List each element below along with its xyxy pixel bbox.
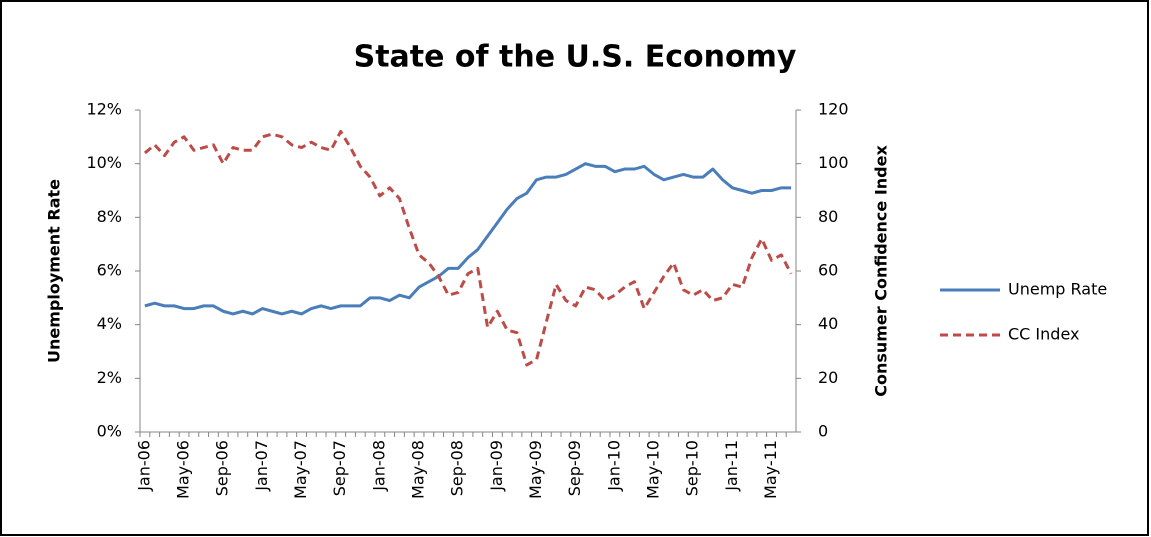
y-tick-label: 12%	[86, 100, 122, 119]
y2-tick-label: 120	[818, 100, 849, 119]
y2-tick-label: 60	[818, 261, 838, 280]
x-tick-label: Jan-11	[722, 440, 741, 492]
y2-tick-label: 20	[818, 368, 838, 387]
x-tick-label: May-11	[761, 440, 780, 499]
legend-label: CC Index	[1008, 325, 1079, 344]
x-tick-label: Jan-08	[369, 440, 388, 492]
chart-title: State of the U.S. Economy	[354, 40, 797, 75]
y2-tick-label: 100	[818, 153, 849, 172]
y-tick-label: 2%	[97, 368, 122, 387]
y2-tick-label: 0	[818, 422, 828, 441]
x-tick-label: May-09	[526, 440, 545, 499]
x-tick-label: Sep-10	[683, 440, 702, 496]
y-tick-label: 6%	[97, 261, 122, 280]
x-tick-label: Jan-09	[487, 440, 506, 492]
y2-tick-label: 80	[818, 207, 838, 226]
x-tick-label: May-06	[174, 440, 193, 499]
series-line	[144, 162, 792, 316]
x-tick-label: Jan-10	[604, 440, 623, 492]
x-tick-label: Jan-06	[134, 440, 153, 492]
legend-label: Unemp Rate	[1008, 280, 1107, 299]
y-tick-label: 10%	[86, 153, 122, 172]
y2-tick-label: 40	[818, 314, 838, 333]
x-tick-label: Jan-07	[252, 440, 271, 492]
y-tick-label: 8%	[97, 207, 122, 226]
x-tick-label: May-08	[409, 440, 428, 499]
y-tick-label: 0%	[97, 422, 122, 441]
x-tick-label: May-10	[644, 440, 663, 499]
y-tick-label: 4%	[97, 314, 122, 333]
x-tick-label: Sep-08	[448, 440, 467, 496]
series-line	[143, 129, 793, 367]
x-tick-label: Sep-07	[330, 440, 349, 496]
y-axis-title: Unemployment Rate	[45, 179, 64, 363]
x-tick-label: Sep-06	[213, 440, 232, 496]
x-tick-label: May-07	[291, 440, 310, 499]
x-tick-label: Sep-09	[565, 440, 584, 496]
y2-axis-title: Consumer Confidence Index	[872, 145, 891, 397]
